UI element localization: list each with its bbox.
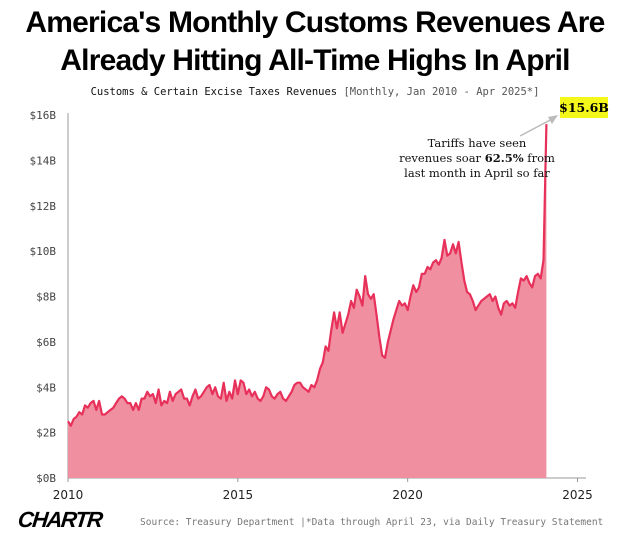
annotation-percent: 62.5% (485, 151, 524, 165)
subtitle-detail: [Monthly, Jan 2010 - Apr 2025*] (343, 86, 540, 98)
callout-label: $15.6B (559, 100, 609, 115)
y-tick-label: $0B (36, 472, 56, 485)
y-tick-label: $8B (36, 291, 56, 304)
annotation-group: Tariffs have seen revenues soar 62.5% fr… (399, 115, 558, 180)
series-line (67, 124, 548, 427)
title-line-2: Already Hitting All-Time Highs In April (60, 44, 570, 77)
annotation-line-1: Tariffs have seen (428, 136, 527, 150)
x-tick-label: 2010 (53, 488, 84, 502)
chart-subtitle: Customs & Certain Excise Taxes Revenues … (0, 86, 630, 98)
chartr-logo: CHARTR (16, 507, 103, 532)
callout-background (560, 97, 608, 118)
series-area (68, 124, 547, 478)
y-tick-label: $4B (36, 381, 56, 394)
x-tick-label: 2020 (392, 488, 423, 502)
chart-title: America's Monthly Customs Revenues Are A… (0, 4, 630, 80)
y-tick-label: $14B (30, 154, 57, 167)
y-tick-label: $10B (30, 245, 57, 258)
subtitle-main: Customs & Certain Excise Taxes Revenues (90, 86, 338, 98)
annotation-line-2-pre: revenues soar (399, 151, 485, 165)
annotation-arrow-line (519, 117, 555, 137)
annotation-arrowhead (548, 115, 558, 124)
y-tick-label: $6B (36, 336, 56, 349)
y-tick-label: $12B (30, 200, 57, 213)
annotation-line-2: revenues soar 62.5% from (399, 151, 555, 165)
y-tick-label: $16B (30, 109, 57, 122)
value-callout: $15.6B (559, 97, 609, 118)
x-tick-label: 2015 (223, 488, 254, 502)
y-tick-label: $2B (36, 427, 56, 440)
title-line-1: America's Monthly Customs Revenues Are (25, 6, 605, 39)
plot (67, 124, 548, 478)
annotation-line-3: last month in April so far (404, 166, 550, 180)
x-tick-label: 2025 (562, 488, 593, 502)
annotation-line-2-post: from (524, 151, 555, 165)
source-note: Source: Treasury Department |*Data throu… (140, 517, 604, 528)
